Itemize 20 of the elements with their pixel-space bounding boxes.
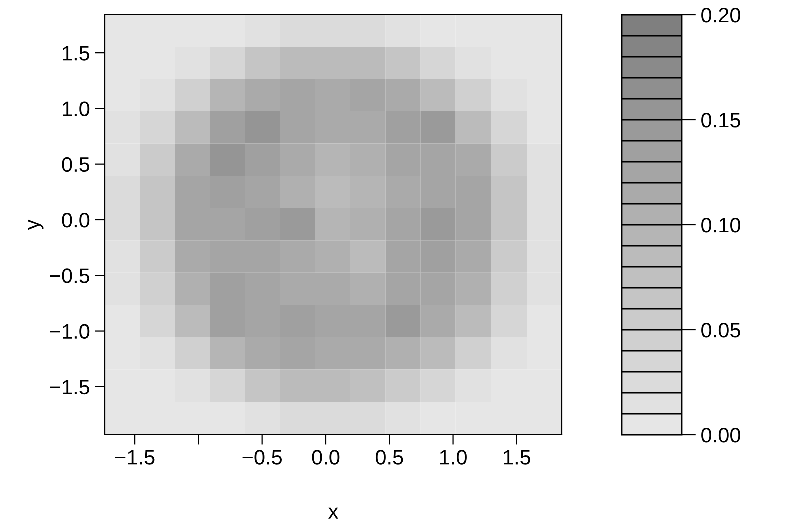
x-tick-label: 0.5 bbox=[376, 450, 404, 465]
y-tick-label: 1.0 bbox=[63, 102, 90, 116]
x-tick-label: −0.5 bbox=[242, 450, 282, 465]
y-tick-label: 1.5 bbox=[63, 46, 90, 61]
x-tick-label: 1.0 bbox=[440, 450, 467, 465]
x-tick-label: 0.0 bbox=[312, 450, 340, 465]
color-bar-label: 0.00 bbox=[702, 428, 740, 443]
y-axis-title: y bbox=[28, 220, 44, 230]
y-tick-label: 0.0 bbox=[62, 212, 90, 228]
y-tick-label: −1.0 bbox=[50, 324, 90, 340]
color-bar-label: 0.10 bbox=[702, 218, 740, 233]
y-tick-label: 0.5 bbox=[62, 157, 90, 172]
color-bar-label: 0.05 bbox=[702, 323, 740, 338]
x-tick-label: −1.5 bbox=[116, 450, 155, 465]
color-bar-label: 0.15 bbox=[702, 113, 740, 128]
x-tick-label: 1.5 bbox=[504, 450, 531, 465]
color-bar-label: 0.20 bbox=[702, 8, 740, 23]
x-axis-title: x bbox=[328, 508, 338, 519]
y-tick-label: −0.5 bbox=[50, 268, 90, 284]
y-tick-label: −1.5 bbox=[50, 380, 90, 395]
